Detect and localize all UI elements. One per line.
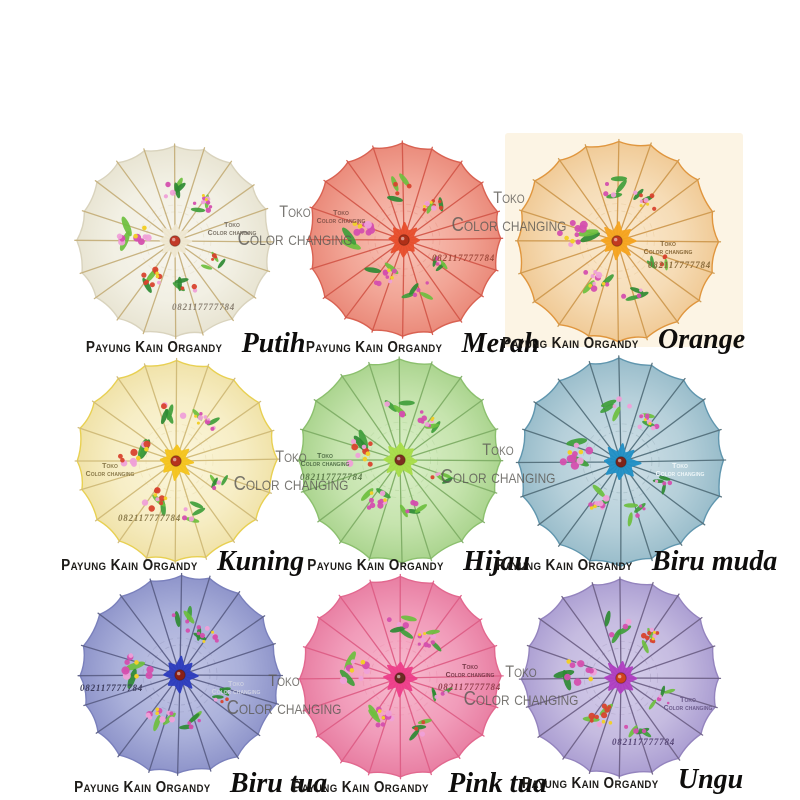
product-caption: Payung Kain Organdy Merah: [297, 328, 540, 360]
product-color-name: Orange: [658, 324, 746, 355]
phone-watermark: 082117777784: [172, 302, 236, 312]
product-label: Payung Kain Organdy: [292, 779, 429, 796]
brand-watermark-small: Toko Color changing: [445, 664, 495, 680]
brand-watermark: Toko Color changing: [451, 188, 567, 236]
phone-watermark: 082117777784: [648, 260, 712, 270]
brand-watermark-small: Toko Color changing: [316, 210, 366, 226]
product-color-name: Putih: [241, 328, 306, 359]
phone-watermark: 082117777784: [118, 513, 182, 523]
umbrella-merah: [306, 140, 504, 339]
product-caption: Payung Kain Organdy Kuning: [52, 546, 304, 578]
brand-watermark-small: Toko Color changing: [655, 463, 705, 479]
brand-watermark-small: Toko Color changing: [663, 697, 713, 713]
umbrella-biru-tua: [77, 572, 284, 776]
umbrella-putih: [74, 143, 274, 340]
brand-watermark: Toko Color changing: [440, 440, 556, 488]
product-label: Payung Kain Organdy: [496, 557, 633, 574]
product-color-name: Biru tua: [229, 768, 328, 799]
product-color-name: Biru muda: [651, 546, 778, 577]
umbrella-kuning: [74, 357, 281, 564]
product-caption: Payung Kain Organdy Orange: [493, 324, 745, 356]
product-caption: Payung Kain Organdy Pink tua: [283, 768, 547, 800]
phone-watermark: 082117777784: [300, 472, 364, 482]
product-caption: Payung Kain Organdy Putih: [77, 328, 306, 360]
brand-watermark: Toko Color changing: [226, 671, 342, 719]
product-color-name: Pink tua: [448, 768, 547, 799]
brand-watermark: Toko Color changing: [463, 662, 579, 710]
phone-watermark: 082117777784: [80, 683, 144, 693]
product-label: Payung Kain Organdy: [85, 339, 223, 356]
product-color-name: Merah: [461, 328, 540, 359]
phone-watermark: 082117777784: [612, 737, 676, 747]
product-label: Payung Kain Organdy: [522, 775, 659, 792]
brand-watermark: Toko Color changing: [233, 447, 349, 495]
brand-watermark-small: Toko Color changing: [207, 222, 257, 238]
brand-watermark-small: Toko Color changing: [211, 681, 261, 697]
phone-watermark: 082117777784: [432, 253, 496, 263]
product-label: Payung Kain Organdy: [61, 557, 198, 574]
umbrella-ungu: [518, 576, 722, 779]
umbrella-biru-muda: [515, 355, 727, 570]
umbrella-hijau: [296, 356, 504, 566]
phone-watermark: 082117777784: [438, 682, 502, 692]
brand-watermark-small: Toko Color changing: [85, 463, 135, 479]
product-color-name: Ungu: [677, 764, 744, 795]
product-caption: Payung Kain Organdy Biru tua: [65, 768, 327, 800]
product-caption: Payung Kain Organdy Biru muda: [487, 546, 777, 578]
product-color-name: Kuning: [216, 546, 305, 577]
brand-watermark-small: Toko Color changing: [300, 453, 350, 469]
brand-watermark: Toko Color changing: [237, 202, 353, 250]
product-caption: Payung Kain Organdy Hijau: [298, 546, 530, 578]
product-label: Payung Kain Organdy: [502, 335, 639, 352]
product-caption: Payung Kain Organdy Ungu: [513, 764, 744, 796]
product-color-name: Hijau: [463, 546, 531, 577]
product-label: Payung Kain Organdy: [305, 339, 443, 356]
product-label: Payung Kain Organdy: [307, 557, 444, 574]
brand-watermark-small: Toko Color changing: [643, 241, 693, 257]
umbrella-orange: [514, 138, 722, 345]
product-label: Payung Kain Organdy: [74, 779, 211, 796]
umbrella-pink-tua: [297, 573, 504, 780]
